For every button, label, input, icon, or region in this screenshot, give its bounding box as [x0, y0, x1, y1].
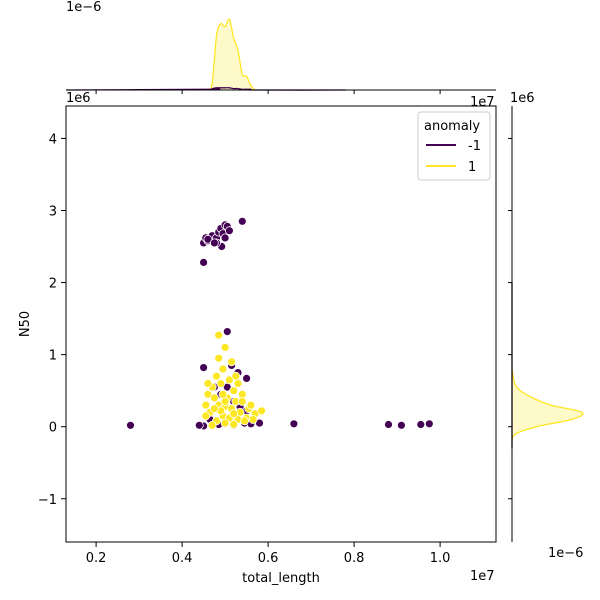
top-marginal-area-anomaly-pos1	[207, 19, 256, 90]
scatter-point-series-1-36	[237, 397, 247, 406]
scatter-point-series-0-18	[222, 327, 232, 337]
scatter-point-series-0-39	[384, 420, 393, 429]
scatter-point-series-1-30	[220, 418, 230, 428]
x-tick-label: 1.0	[430, 551, 451, 566]
scatter-point-series-1-10	[229, 386, 239, 396]
scatter-point-series-1-31	[229, 420, 239, 429]
scatter-point-series-0-13	[220, 233, 230, 243]
x-axis-scale-label: 1e7	[470, 569, 495, 584]
scatter-point-series-1-38	[231, 371, 241, 381]
main-plot-frame	[65, 105, 497, 543]
right-marginal-area-anomaly-pos1	[512, 369, 583, 442]
scatter-point-series-0-14	[237, 216, 247, 226]
scatter-point-series-0-37	[126, 420, 135, 430]
y-tick-label: −1	[38, 493, 57, 508]
x-tick-label: 0.6	[258, 551, 279, 566]
y-tick-label: 2	[49, 277, 57, 292]
scatter-point-series-0-41	[416, 420, 426, 429]
right-marginal-density	[511, 282, 584, 449]
scatter-point-series-0-34	[194, 420, 204, 430]
scatter-point-series-1-33	[248, 415, 258, 424]
scatter-point-series-1-32	[240, 416, 249, 426]
scatter-point-series-1-37	[203, 379, 213, 388]
scatter-point-series-0-21	[242, 373, 252, 383]
y-tick-label: 1	[49, 349, 57, 364]
legend: anomaly -1 1	[417, 111, 491, 181]
scatter-point-series-1-44	[218, 389, 228, 399]
y-tick-label: 3	[49, 204, 57, 219]
scatter-point-series-1-28	[201, 411, 211, 421]
y-axis-scale-label: 1e6	[66, 91, 91, 106]
top-marginal-line-anomaly-neg1	[65, 87, 347, 91]
scatter-point-series-1-15	[201, 400, 211, 410]
scatter-point-series-0-22	[199, 363, 209, 373]
top-marginal-line-anomaly-pos1	[207, 18, 256, 91]
scatter-point-series-0-0	[199, 257, 209, 267]
scatter-point-series-1-3	[218, 364, 228, 374]
y-axis-label: N50	[18, 311, 33, 337]
right-marginal-line-anomaly-pos1	[511, 368, 584, 442]
scatter-point-series-1-5	[224, 375, 234, 385]
scatter-point-series-0-40	[396, 420, 406, 430]
scatter-point-series-0-38	[289, 419, 299, 429]
scatter-point-series-1-41	[229, 409, 239, 419]
legend-label-anomaly-neg1: -1	[468, 139, 481, 154]
y-tick-label: 0	[49, 421, 57, 436]
y-tick-label: 4	[49, 132, 57, 147]
legend-label-anomaly-pos1: 1	[468, 160, 476, 175]
x-axis-label: total_length	[242, 571, 320, 586]
scatter-point-series-1-34	[207, 420, 217, 430]
x-tick-label: 0.8	[344, 551, 365, 566]
scatter-point-series-1-43	[246, 400, 256, 410]
right-marginal-bottom-scale-label: 1e−6	[548, 546, 583, 561]
scatter-point-series-1-11	[237, 389, 247, 399]
scatter-point-series-1-4	[212, 371, 221, 381]
scatter-point-series-1-2	[227, 357, 237, 367]
scatter-point-series-1-9	[216, 379, 226, 388]
x-tick-label: 0.4	[172, 551, 193, 566]
scatter-point-series-1-0	[214, 330, 224, 340]
scatter-point-series-1-12	[209, 393, 219, 403]
scatter-point-series-1-1	[220, 342, 230, 352]
x-axis-ticks: 0.2 0.4 0.6 0.8 1.0	[86, 90, 451, 566]
x-tick-label: 0.2	[86, 551, 107, 566]
legend-title: anomaly	[424, 119, 480, 134]
scatter-point-series-0-42	[424, 419, 434, 429]
y-axis-ticks: −1 0 1 2 3 4	[38, 132, 512, 508]
top-marginal-scale-label: 1e−6	[66, 0, 101, 15]
scatter-point-series-1-39	[214, 353, 224, 363]
scatter-points	[126, 216, 434, 431]
scatter-point-series-1-42	[209, 404, 219, 414]
right-marginal-scale-label: 1e6	[510, 91, 535, 106]
scatter-point-series-1-40	[220, 397, 230, 406]
top-marginal-density	[65, 18, 347, 91]
top-marginal-right-scale-label: 1e7	[470, 95, 495, 110]
scatter-point-series-0-17	[224, 226, 234, 236]
scatter-point-series-1-27	[257, 406, 267, 416]
scatter-point-series-0-16	[209, 238, 219, 248]
scatter-point-series-1-6	[233, 379, 243, 388]
